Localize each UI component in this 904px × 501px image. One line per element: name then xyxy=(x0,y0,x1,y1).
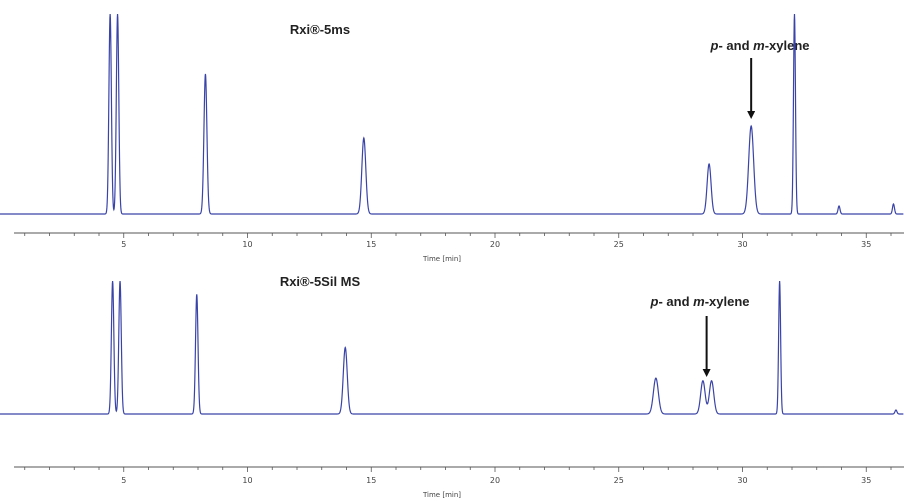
annotation: p- and m-xylene xyxy=(650,294,750,377)
annotation: p- and m-xylene xyxy=(710,38,810,119)
x-tick-label: 10 xyxy=(242,476,252,485)
x-tick-label: 20 xyxy=(490,240,500,249)
x-axis-title: Time [min] xyxy=(422,491,461,499)
panel-rxi-5sil-ms: Rxi®-5Sil MS p- and m-xylene Time [min] … xyxy=(0,274,904,499)
series-line xyxy=(0,280,904,415)
x-tick-label: 5 xyxy=(121,240,126,249)
panel-title: Rxi®-5Sil MS xyxy=(280,274,361,289)
x-tick-label: 35 xyxy=(861,240,871,249)
x-axis-title: Time [min] xyxy=(422,255,461,263)
x-tick-label: 15 xyxy=(366,240,376,249)
x-tick-label: 30 xyxy=(737,240,747,249)
panel-rxi-5ms: Rxi®-5ms p- and m-xylene Time [min] 5 10 1… xyxy=(0,13,904,263)
plot-area xyxy=(0,280,904,415)
x-axis: Time [min] 5 10 15 20 25 30 35 xyxy=(14,232,904,263)
panel-title: Rxi®-5ms xyxy=(290,22,350,37)
x-tick-label: 20 xyxy=(490,476,500,485)
series-line xyxy=(0,13,904,215)
annotation-label: p- and m-xylene xyxy=(710,38,810,53)
x-tick-label: 25 xyxy=(614,240,624,249)
x-tick-label: 35 xyxy=(861,476,871,485)
x-axis: Time [min] 5 10 15 20 25 30 35 xyxy=(14,466,904,499)
x-tick-label: 30 xyxy=(737,476,747,485)
x-tick-label: 15 xyxy=(366,476,376,485)
plot-area xyxy=(0,13,904,215)
x-tick-label: 10 xyxy=(242,240,252,249)
annotation-label: p- and m-xylene xyxy=(650,294,750,309)
x-tick-label: 5 xyxy=(121,476,126,485)
x-tick-label: 25 xyxy=(614,476,624,485)
